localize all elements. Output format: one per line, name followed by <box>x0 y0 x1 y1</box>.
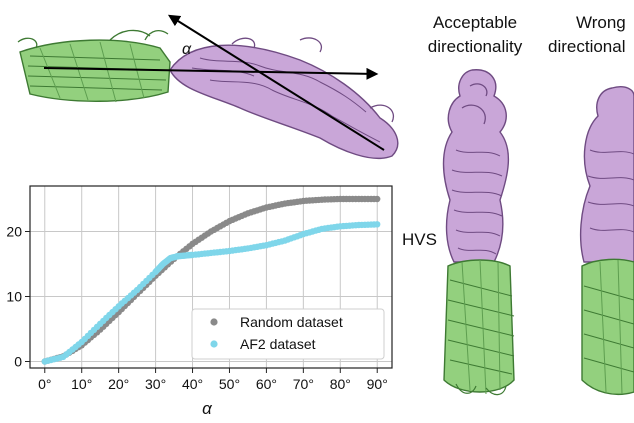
x-tick-label: 10° <box>71 376 92 392</box>
legend-marker-af2 <box>210 340 218 348</box>
x-tick-label: 70° <box>293 376 314 392</box>
af2-dataset-point <box>374 221 381 228</box>
passenger-domain-top <box>169 37 399 160</box>
passenger-domain-acceptable <box>442 69 510 263</box>
random-dataset-point <box>374 195 381 203</box>
x-tick-label: 40° <box>182 376 203 392</box>
wrong-directionality-panel: Wrong directional <box>548 13 634 396</box>
beta-barrel-domain-top <box>17 29 171 103</box>
passenger-axis-arrow <box>167 14 385 151</box>
y-tick-label: 10 <box>6 289 22 305</box>
legend-marker-random <box>210 318 218 326</box>
top-protein-diagram: α <box>17 14 399 160</box>
x-tick-label: 30° <box>145 376 166 392</box>
beta-barrel-domain-wrong <box>581 258 634 396</box>
x-tick-label: 60° <box>256 376 277 392</box>
beta-barrel-domain-acceptable <box>443 259 515 396</box>
legend-label-random: Random dataset <box>240 314 343 330</box>
y-tick-label: 20 <box>6 224 22 240</box>
series-af2-dataset <box>41 221 381 365</box>
passenger-domain-wrong <box>579 86 634 263</box>
x-axis-label: α <box>202 399 213 418</box>
acceptable-title-line2: directionality <box>428 37 523 56</box>
wrong-title-line2: directional <box>548 37 626 56</box>
x-tick-label: 90° <box>367 376 388 392</box>
x-tick-label: 0° <box>38 376 51 392</box>
barrel-axis-arrow <box>43 67 379 80</box>
x-ticks: 0° 10° 20° 30° 40° 50° 60° 70° 80° 90° <box>38 368 388 392</box>
x-tick-label: 20° <box>108 376 129 392</box>
alpha-distribution-chart: 0° 10° 20° 30° 40° 50° 60° 70° 80° 90° 0 10 20 α Ra… <box>6 185 393 418</box>
hvs-label: HVS <box>402 230 437 249</box>
legend-box <box>191 308 385 360</box>
acceptable-directionality-panel: Acceptable directionality <box>428 13 523 396</box>
acceptable-title-line1: Acceptable <box>433 13 517 32</box>
plot-frame <box>29 185 393 369</box>
wrong-title-line1: Wrong <box>576 13 626 32</box>
angle-label: α <box>182 41 192 58</box>
series-random-dataset <box>41 195 381 365</box>
legend-label-af2: AF2 dataset <box>240 336 316 352</box>
chart-legend: Random dataset AF2 dataset <box>191 308 385 360</box>
y-tick-label: 0 <box>14 354 22 370</box>
x-tick-label: 80° <box>330 376 351 392</box>
y-ticks: 0 10 20 <box>6 224 30 370</box>
x-tick-label: 50° <box>219 376 240 392</box>
